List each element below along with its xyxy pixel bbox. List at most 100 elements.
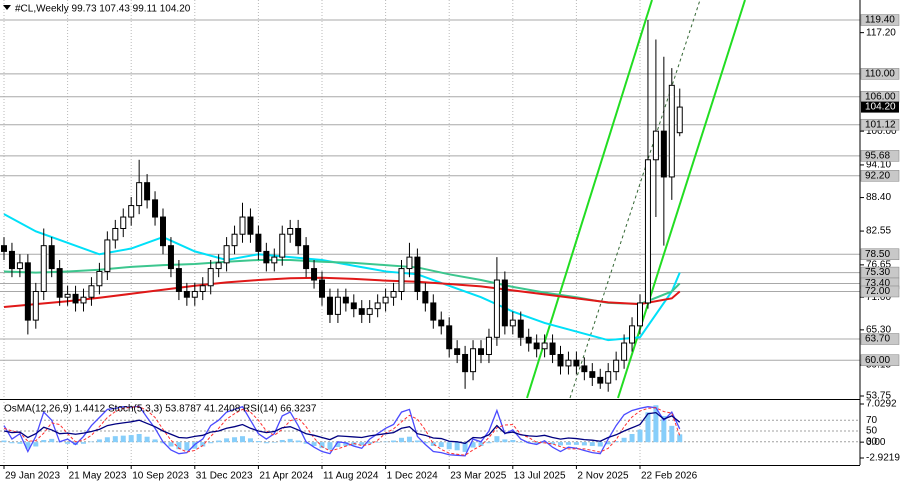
osma-bar	[470, 442, 476, 448]
candle-body	[446, 325, 453, 350]
current-price-box	[861, 101, 899, 113]
level-label: 78.50	[865, 249, 890, 260]
osma-bar	[454, 442, 460, 451]
candle-body	[366, 308, 373, 315]
candle-body	[342, 296, 349, 304]
osma-bar	[104, 437, 110, 443]
candle-body	[72, 293, 79, 304]
level-box	[860, 354, 900, 366]
osma-bar	[613, 441, 619, 443]
osma-bar	[128, 435, 134, 443]
candle-body	[501, 279, 508, 327]
candle-body	[120, 216, 127, 229]
candle-body	[478, 348, 484, 355]
candle-body	[48, 245, 55, 270]
x-tick-label: 23 Mar 2025	[450, 471, 507, 482]
candle-body	[183, 290, 190, 298]
candle-body	[175, 268, 182, 292]
osma-bar	[605, 442, 611, 445]
osma-bar	[478, 442, 484, 446]
candle-body	[573, 359, 580, 367]
osma-bar	[677, 434, 683, 443]
osma-bar	[255, 441, 261, 443]
channel-line	[617, 0, 746, 399]
candle-body	[319, 279, 325, 298]
candle-body	[32, 290, 39, 321]
candle-body	[160, 216, 166, 247]
x-tick-label: 21 Apr 2024	[259, 471, 313, 482]
candle-body	[255, 233, 262, 252]
candle-body	[509, 319, 516, 327]
candle-body	[311, 268, 318, 281]
x-tick-label: 29 Jan 2023	[5, 471, 60, 482]
level-box	[860, 150, 900, 162]
candle-body	[406, 256, 413, 270]
osma-bar	[240, 436, 245, 443]
candle-body	[589, 371, 596, 378]
current-price-label: 104.20	[865, 102, 896, 113]
candle-body	[398, 268, 405, 292]
candle-body	[565, 359, 572, 367]
osma-bar	[391, 440, 397, 443]
osma-bar	[367, 442, 373, 444]
candle-body	[597, 376, 604, 384]
level-label: 101.12	[865, 119, 896, 130]
osma-bar	[486, 442, 492, 444]
candle-body	[350, 302, 357, 310]
osma-bar	[319, 442, 325, 449]
osma-bar	[438, 442, 444, 448]
osma-bar	[565, 442, 571, 445]
y-tick-label: -2.9219	[866, 453, 900, 464]
candle-body	[88, 285, 95, 298]
level-label: 92.20	[865, 170, 890, 181]
candle-body	[621, 342, 628, 361]
candle-body	[557, 353, 564, 367]
osma-bar	[510, 439, 516, 443]
y-tick-label: 88.40	[866, 192, 891, 203]
y-tick-label: 94.10	[866, 160, 891, 171]
candle-body	[303, 245, 310, 270]
candle-body	[167, 245, 174, 270]
candle-body	[454, 348, 461, 355]
y-tick-label: 76.65	[866, 259, 891, 270]
osma-bar	[81, 442, 86, 444]
osma-bar	[303, 442, 309, 444]
osma-bar	[176, 442, 182, 450]
osma-bar	[279, 439, 285, 443]
osma-bar	[558, 442, 563, 446]
candle-body	[422, 290, 429, 304]
menu-arrow[interactable]	[3, 5, 11, 10]
candle-body	[390, 290, 397, 298]
osma-bar	[343, 442, 349, 446]
candle-body	[334, 296, 341, 315]
osma-bar	[494, 436, 500, 443]
osma-bar	[88, 441, 94, 443]
osma-bar	[518, 442, 524, 443]
osma-bar	[422, 442, 428, 444]
candle-body	[56, 268, 63, 298]
candle-body	[414, 256, 421, 292]
candle-body	[660, 130, 667, 178]
osma-bar	[96, 439, 102, 443]
y2-tick-label: 70	[866, 415, 878, 426]
level-label: 95.68	[865, 151, 890, 162]
osma-bar	[9, 442, 15, 444]
osma-bar	[112, 436, 118, 443]
osma-bar	[287, 438, 293, 443]
x-tick-label: 31 Dec 2023	[196, 471, 253, 482]
osma-bar	[375, 442, 381, 443]
candle-body	[676, 106, 683, 134]
level-box	[860, 14, 900, 26]
osma-bar	[33, 442, 39, 447]
candle-body	[605, 371, 612, 384]
level-label: 119.40	[865, 15, 895, 26]
osma-bar	[645, 412, 651, 443]
osma-bar	[383, 441, 389, 443]
candle-body	[271, 256, 278, 264]
y-tick-label: 53.75	[866, 391, 891, 402]
osma-bar	[550, 442, 556, 445]
candle-body	[438, 319, 445, 327]
osma-bar	[629, 434, 635, 443]
